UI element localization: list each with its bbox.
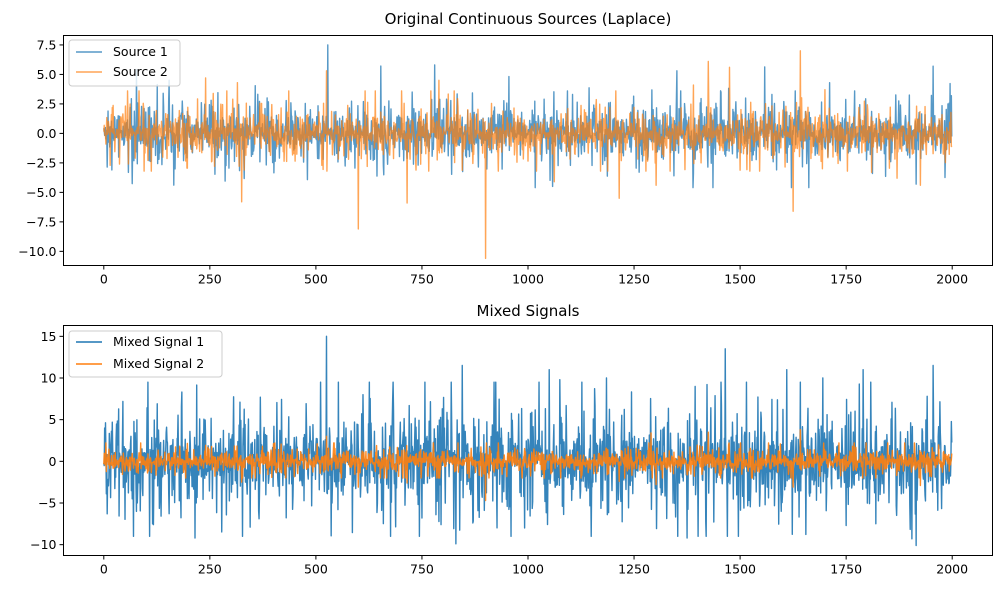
y-tick-label: 0 — [49, 454, 57, 469]
y-tick-label: 2.5 — [37, 96, 57, 111]
x-tick-label: 1500 — [724, 272, 756, 287]
series-line-mixed-signal-2 — [103, 428, 953, 502]
y-tick-label: −10.0 — [18, 244, 56, 259]
bottom-chart-axes: 0 250 500 750 1000 1250 1500 1750 2000 15 10 5 0 −5 −1… — [30, 329, 968, 577]
x-tick-label: 1750 — [830, 272, 862, 287]
x-tick-label: 2000 — [936, 272, 968, 287]
x-tick-label: 1500 — [724, 562, 756, 577]
top-chart-plot-area — [103, 44, 953, 260]
x-tick-label: 1250 — [618, 562, 650, 577]
x-tick-label: 0 — [100, 562, 108, 577]
top-chart-legend: Source 1 Source 2 — [68, 39, 181, 87]
bottom-chart-panel: Mixed Signals 0 250 500 750 1000 1250 1500 1750… — [30, 302, 993, 577]
y-tick-label: −2.5 — [26, 155, 56, 170]
x-tick-label: 1250 — [618, 272, 650, 287]
y-tick-label: 5 — [49, 412, 57, 427]
x-tick-label: 250 — [198, 272, 222, 287]
y-tick-label: −5.0 — [26, 185, 56, 200]
y-tick-label: 15 — [41, 329, 57, 344]
top-chart-axes: 0 250 500 750 1000 1250 1500 1750 2000 7.5 5.0 2.5 0… — [18, 37, 968, 286]
series-line-source-2 — [103, 50, 953, 260]
legend-label-mixed-signal-1: Mixed Signal 1 — [113, 334, 204, 349]
bottom-chart-frame — [63, 325, 993, 556]
y-tick-label: 0.0 — [37, 126, 57, 141]
bottom-chart-legend: Mixed Signal 1 Mixed Signal 2 — [68, 330, 223, 378]
y-tick-label: 5.0 — [37, 67, 57, 82]
x-tick-label: 750 — [410, 562, 434, 577]
y-tick-label: 7.5 — [37, 37, 57, 52]
bottom-chart-title: Mixed Signals — [477, 302, 580, 320]
legend-label-source-1: Source 1 — [113, 44, 168, 59]
y-tick-label: −5 — [38, 496, 56, 511]
x-tick-label: 750 — [410, 272, 434, 287]
y-tick-label: −7.5 — [26, 214, 56, 229]
series-line-mixed-signal-1 — [103, 335, 953, 547]
x-tick-label: 2000 — [936, 562, 968, 577]
top-chart-panel: Original Continuous Sources (Laplace) 0 2… — [18, 10, 993, 287]
top-chart-title: Original Continuous Sources (Laplace) — [385, 10, 672, 28]
x-tick-label: 1000 — [512, 272, 544, 287]
top-chart-frame — [63, 35, 993, 266]
x-tick-label: 500 — [304, 272, 328, 287]
y-tick-label: 10 — [41, 371, 57, 386]
legend-label-mixed-signal-2: Mixed Signal 2 — [113, 356, 204, 371]
y-tick-label: −10 — [30, 537, 56, 552]
x-tick-label: 250 — [198, 562, 222, 577]
x-tick-label: 1750 — [830, 562, 862, 577]
x-tick-label: 1000 — [512, 562, 544, 577]
bottom-legend-box — [68, 330, 223, 378]
bottom-chart-plot-area — [103, 335, 953, 547]
x-tick-label: 0 — [100, 272, 108, 287]
legend-label-source-2: Source 2 — [113, 64, 168, 79]
x-tick-label: 500 — [304, 562, 328, 577]
